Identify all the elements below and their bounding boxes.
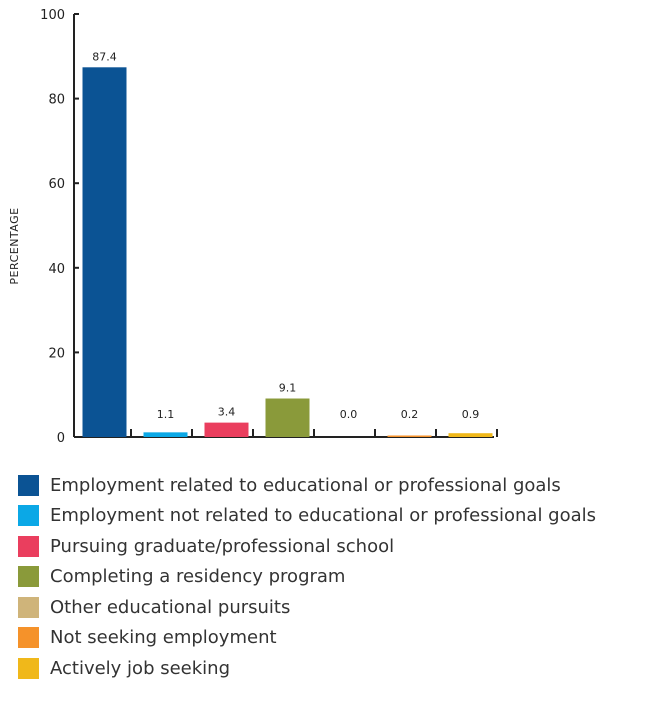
legend-swatch — [18, 474, 39, 496]
legend-item: Not seeking employment — [18, 623, 596, 654]
legend-swatch — [18, 535, 39, 557]
y-axis: 0 20 40 60 80 100 — [40, 8, 79, 446]
legend: Employment related to educational or pro… — [18, 470, 596, 684]
y-tick-label: 20 — [48, 346, 65, 361]
legend-item: Employment not related to educational or… — [18, 501, 596, 532]
legend-swatch — [18, 566, 39, 588]
bar — [204, 422, 249, 437]
legend-swatch — [18, 627, 39, 649]
legend-swatch — [18, 596, 39, 618]
bar-value-label: 87.4 — [92, 50, 117, 63]
legend-label: Employment not related to educational or… — [50, 505, 597, 527]
bar-value-label: 1.1 — [157, 408, 175, 421]
bar-value-label: 3.4 — [218, 406, 236, 419]
legend-item: Other educational pursuits — [18, 592, 596, 623]
bar — [143, 432, 188, 437]
y-tick-label: 80 — [48, 93, 65, 108]
legend-swatch — [18, 657, 39, 679]
legend-label: Completing a residency program — [50, 566, 346, 588]
y-tick-label: 100 — [40, 8, 65, 23]
bar-value-label: 0.0 — [340, 408, 358, 421]
legend-label: Employment related to educational or pro… — [50, 474, 561, 496]
bar-value-label: 0.2 — [401, 408, 419, 421]
legend-item: Pursuing graduate/professional school — [18, 531, 596, 562]
legend-item: Employment related to educational or pro… — [18, 470, 596, 501]
legend-label: Actively job seeking — [50, 657, 230, 679]
bar — [387, 435, 432, 437]
legend-label: Pursuing graduate/professional school — [50, 535, 395, 557]
y-tick-label: 40 — [48, 262, 65, 277]
y-tick-label: 0 — [57, 431, 65, 446]
y-axis-title: PERCENTAGE — [8, 207, 21, 284]
legend-swatch — [18, 505, 39, 527]
bar-chart: 0 20 40 60 80 100 PERCENTAGE 87.4 1.1 3.4 9.1 0.0… — [8, 8, 498, 446]
legend-item: Completing a residency program — [18, 562, 596, 593]
legend-item: Actively job seeking — [18, 653, 596, 684]
legend-label: Other educational pursuits — [50, 596, 291, 618]
bar — [82, 67, 127, 437]
y-tick-label: 60 — [48, 177, 65, 192]
bar-value-label: 0.9 — [462, 408, 480, 421]
bar — [265, 398, 310, 437]
bar-value-label: 9.1 — [279, 382, 297, 395]
legend-label: Not seeking employment — [50, 627, 277, 649]
bar — [448, 433, 493, 437]
